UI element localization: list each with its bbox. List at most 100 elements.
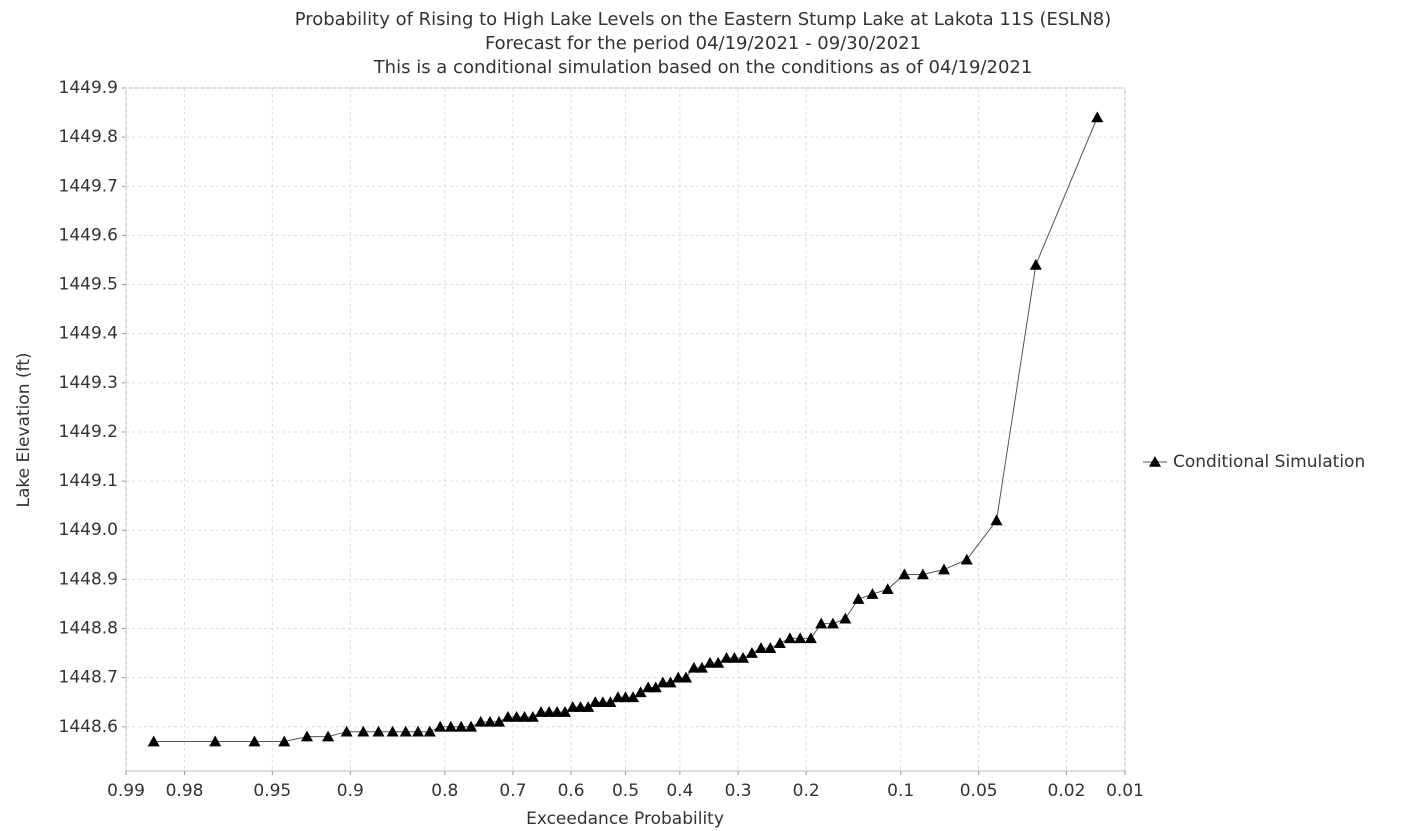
y-tick-label: 1449.9 (59, 78, 118, 98)
data-point (543, 706, 556, 717)
data-point (634, 686, 647, 698)
data-point (695, 661, 708, 673)
x-tick-label: 0.9 (337, 781, 364, 801)
data-point (518, 710, 531, 722)
data-point (423, 725, 436, 737)
data-point (794, 632, 807, 644)
data-point (551, 706, 564, 717)
data-point (465, 720, 478, 732)
x-tick-label: 0.7 (499, 781, 526, 801)
data-point (558, 706, 571, 717)
y-tick-label: 1449.5 (59, 275, 118, 295)
y-tick-label: 1449.8 (59, 127, 118, 147)
y-axis-label: Lake Elevation (ft) (14, 353, 34, 508)
y-tick-label: 1448.7 (59, 668, 118, 688)
data-point (728, 651, 741, 663)
data-point (444, 720, 457, 732)
data-point (322, 730, 335, 742)
data-point (916, 568, 929, 580)
chart-subtitle: Forecast for the period 04/19/2021 - 09/… (485, 33, 921, 54)
data-point (745, 647, 758, 658)
data-point (340, 725, 353, 737)
data-point (852, 593, 865, 604)
data-point (656, 676, 669, 688)
x-tick-label: 0.4 (666, 781, 693, 801)
plot-area (125, 87, 1126, 772)
x-tick-label: 0.6 (558, 781, 585, 801)
x-tick-label: 0.1 (887, 781, 914, 801)
data-point (535, 706, 548, 717)
data-point (589, 696, 602, 708)
data-point (611, 691, 624, 703)
x-tick-label: 0.02 (1048, 781, 1086, 801)
data-point (839, 612, 852, 624)
data-point (619, 691, 632, 703)
y-tick-label: 1449.6 (59, 225, 118, 245)
y-tick-label: 1448.8 (59, 619, 118, 639)
data-point (642, 681, 655, 693)
data-point (412, 725, 425, 737)
data-point (604, 696, 617, 708)
data-point (501, 710, 514, 722)
x-tick-label: 0.01 (1106, 781, 1144, 801)
x-tick-label: 0.98 (166, 781, 204, 801)
data-point (596, 696, 609, 708)
x-tick-label: 0.05 (960, 781, 998, 801)
data-point (434, 720, 447, 732)
data-point (1029, 258, 1042, 270)
data-point (649, 681, 662, 693)
x-axis-label: Exceedance Probability (526, 809, 724, 829)
chart-subtitle: This is a conditional simulation based o… (373, 57, 1033, 78)
data-point (937, 563, 950, 575)
legend-label: Conditional Simulation (1173, 452, 1365, 472)
data-point (783, 632, 796, 644)
data-point (680, 671, 693, 683)
data-point (712, 656, 725, 668)
data-point (960, 553, 973, 565)
data-point (826, 617, 839, 629)
data-point (526, 710, 539, 722)
y-tick-label: 1448.9 (59, 569, 118, 589)
data-point (357, 725, 370, 737)
data-point (627, 691, 640, 703)
data-point (248, 735, 261, 747)
data-point (773, 637, 786, 649)
y-tick-label: 1449.1 (59, 471, 118, 491)
x-tick-label: 0.5 (612, 781, 639, 801)
data-point (720, 651, 733, 663)
x-tick-label: 0.3 (725, 781, 752, 801)
data-point (815, 617, 828, 629)
data-point (764, 642, 777, 653)
legend-marker (1149, 456, 1161, 467)
data-point (687, 661, 700, 673)
x-tick-label: 0.2 (793, 781, 820, 801)
data-point (664, 676, 677, 688)
data-point (574, 701, 587, 712)
data-point (672, 671, 685, 683)
data-point (278, 735, 291, 747)
data-point (566, 701, 579, 712)
chart-title: Probability of Rising to High Lake Level… (295, 9, 1112, 30)
data-point (372, 725, 385, 737)
data-point (1091, 111, 1104, 123)
data-point (754, 642, 767, 653)
data-point (455, 720, 468, 732)
data-point (510, 710, 523, 722)
data-point (582, 701, 595, 712)
data-point (399, 725, 412, 737)
y-tick-label: 1448.6 (59, 717, 118, 737)
x-tick-label: 0.95 (253, 781, 291, 801)
y-tick-label: 1449.0 (59, 520, 118, 540)
y-tick-label: 1449.3 (59, 373, 118, 393)
data-point (804, 632, 817, 644)
data-point (484, 715, 497, 727)
data-point (386, 725, 399, 737)
x-tick-label: 0.8 (431, 781, 458, 801)
data-point (209, 735, 222, 747)
y-tick-label: 1449.4 (59, 324, 118, 344)
data-point (474, 715, 487, 727)
y-tick-label: 1449.7 (59, 176, 118, 196)
y-tick-label: 1449.2 (59, 422, 118, 442)
data-point (703, 656, 716, 668)
